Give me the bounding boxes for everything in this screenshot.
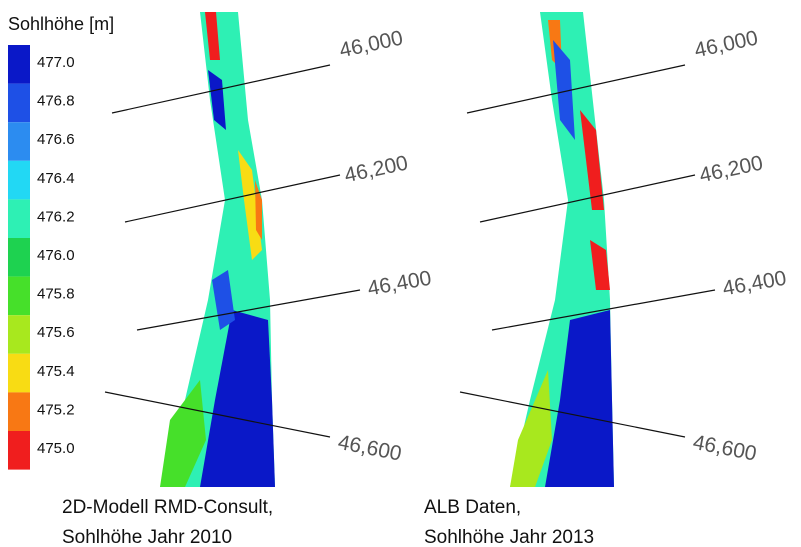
section-line (136, 289, 361, 331)
legend-swatch (8, 431, 30, 470)
legend-swatch (8, 238, 30, 277)
legend-title: Sohlhöhe [m] (8, 14, 114, 34)
legend-swatch (8, 45, 30, 84)
legend-swatch (8, 353, 30, 393)
legend-label: 476.6 (37, 131, 75, 148)
legend-label: 477.0 (37, 54, 75, 71)
station-label: 46,600 (691, 431, 758, 466)
legend-swatch (8, 392, 30, 431)
section-line (124, 174, 341, 223)
legend-label: 475.6 (37, 324, 75, 341)
legend-label: 475.0 (37, 440, 75, 457)
section-line (111, 64, 331, 114)
station-label: 46,200 (697, 151, 765, 187)
legend-label: 476.2 (37, 208, 75, 225)
caption: Sohlhöhe Jahr 2010 (62, 527, 232, 547)
legend-label: 476.0 (37, 247, 75, 264)
station-label: 46,000 (337, 26, 405, 62)
river-right (510, 12, 614, 487)
legend-swatch (8, 83, 30, 123)
legend-swatch (8, 199, 30, 238)
station-label: 46,000 (692, 26, 760, 62)
caption: ALB Daten, (424, 497, 521, 518)
caption: Sohlhöhe Jahr 2013 (424, 527, 594, 547)
legend-label: 475.2 (37, 401, 75, 418)
legend-swatch (8, 315, 30, 354)
legend-label: 476.4 (37, 170, 75, 187)
section-line (466, 64, 686, 114)
section-line (459, 391, 686, 438)
legend-swatch (8, 122, 30, 161)
station-label: 46,400 (721, 267, 788, 301)
river-left (160, 12, 275, 487)
legend-swatch (8, 276, 30, 316)
legend-label: 476.8 (37, 93, 75, 110)
station-label: 46,400 (366, 267, 433, 301)
section-line (479, 174, 696, 223)
section-line (491, 289, 716, 331)
station-label: 46,200 (342, 151, 410, 187)
legend-swatch (8, 160, 30, 200)
station-label: 46,600 (336, 431, 403, 466)
section-line (104, 391, 331, 438)
legend-label: 475.4 (37, 363, 75, 380)
legend-label: 475.8 (37, 286, 75, 303)
caption: 2D-Modell RMD-Consult, (62, 497, 273, 518)
